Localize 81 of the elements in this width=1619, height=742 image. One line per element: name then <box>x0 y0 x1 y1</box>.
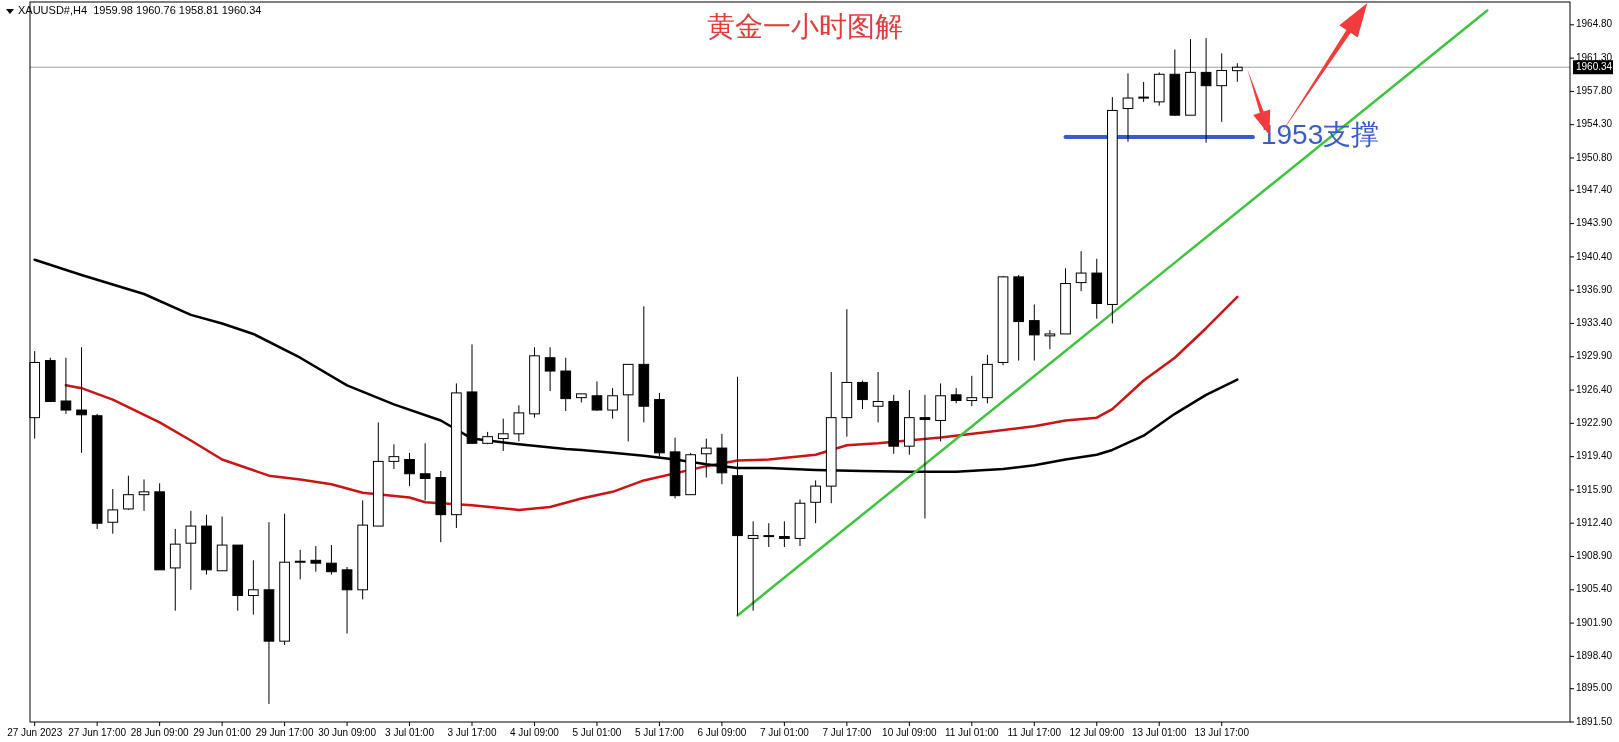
candlestick <box>1028 303 1040 362</box>
x-tick-label: 29 Jun 17:00 <box>255 727 314 738</box>
y-tick-label: 1915.90 <box>1576 483 1613 495</box>
chart-title: 黄金一小时图解 <box>707 11 903 42</box>
y-tick-label: 1919.40 <box>1576 450 1613 462</box>
x-tick-label: 12 Jul 09:00 <box>1069 727 1125 738</box>
y-tick-label: 1898.40 <box>1576 650 1613 662</box>
candlestick <box>248 559 259 616</box>
candlestick <box>419 442 431 501</box>
x-tick-label: 3 Jul 17:00 <box>447 727 497 738</box>
y-tick-label: 1905.40 <box>1576 583 1613 595</box>
candlestick <box>779 520 790 548</box>
x-tick-label: 30 Jun 09:00 <box>318 727 377 738</box>
ref-line-label: 1960.34 <box>1576 60 1613 72</box>
y-tick-label: 1929.90 <box>1576 350 1613 362</box>
candlestick <box>326 544 337 576</box>
x-tick-label: 13 Jul 17:00 <box>1194 727 1250 738</box>
candlestick <box>1231 62 1243 83</box>
candlestick <box>169 528 181 612</box>
x-tick-label: 10 Jul 09:00 <box>882 727 938 738</box>
candlestick <box>497 418 509 452</box>
y-tick-label: 1926.40 <box>1576 383 1613 395</box>
candlestick <box>123 475 134 511</box>
y-tick-label: 1964.80 <box>1576 18 1613 30</box>
y-tick-label: 1895.00 <box>1576 682 1613 694</box>
y-tick-label: 1912.40 <box>1576 516 1613 528</box>
x-tick-label: 6 Jul 09:00 <box>697 727 747 738</box>
x-tick-label: 27 Jun 17:00 <box>68 727 127 738</box>
candlestick <box>747 520 759 612</box>
y-tick-label: 1922.90 <box>1576 416 1613 428</box>
candlestick <box>763 522 775 548</box>
candlestick <box>966 375 978 407</box>
candlestick <box>1044 329 1056 350</box>
candlestick <box>1216 52 1228 123</box>
candlestick <box>138 478 150 512</box>
candlestick <box>185 510 197 591</box>
candlestick <box>1122 72 1134 143</box>
candlestick <box>1200 37 1212 144</box>
candlestick <box>341 566 353 635</box>
y-tick-label: 1891.50 <box>1576 715 1613 727</box>
y-tick-label: 1940.40 <box>1576 250 1613 262</box>
y-tick-label: 1901.90 <box>1576 616 1613 628</box>
y-tick-label: 1936.90 <box>1576 283 1613 295</box>
y-tick-label: 1950.80 <box>1576 151 1613 163</box>
y-tick-label: 1954.30 <box>1576 118 1613 130</box>
y-tick-label: 1961.30 <box>1576 51 1613 63</box>
candlestick <box>544 346 556 392</box>
candlestick <box>607 387 618 420</box>
candlestick <box>810 479 821 524</box>
candlestick <box>310 545 322 573</box>
x-tick-label: 13 Jul 01:00 <box>1131 727 1187 738</box>
candlestick <box>591 381 603 412</box>
y-tick-label: 1947.40 <box>1576 183 1613 195</box>
x-tick-label: 4 Jul 09:00 <box>510 727 560 738</box>
candlestick <box>1075 250 1087 292</box>
x-tick-label: 29 Jun 01:00 <box>193 727 252 738</box>
x-tick-label: 28 Jun 09:00 <box>130 727 189 738</box>
candlestick <box>872 371 884 423</box>
x-tick-label: 7 Jul 17:00 <box>822 727 872 738</box>
candlestick <box>857 380 868 410</box>
candlestick <box>60 357 72 415</box>
y-tick-label: 1957.80 <box>1576 85 1613 97</box>
candlestick <box>107 488 119 535</box>
annotation: XAUUSD#,H4 1959.98 1960.76 1958.81 1960.34 <box>18 4 262 16</box>
line-series <box>64 295 1239 512</box>
candlestick <box>513 404 525 442</box>
x-tick-label: 3 Jul 01:00 <box>385 727 435 738</box>
x-tick-label: 5 Jul 01:00 <box>572 727 622 738</box>
x-tick-label: 11 Jul 01:00 <box>944 727 1000 738</box>
y-tick-label: 1908.90 <box>1576 550 1613 562</box>
x-tick-label: 5 Jul 17:00 <box>634 727 685 738</box>
y-tick-label: 1943.90 <box>1576 217 1613 229</box>
candlestick <box>76 346 87 454</box>
candlestick <box>388 443 400 470</box>
x-tick-label: 7 Jul 01:00 <box>759 727 810 738</box>
candlestick <box>404 452 415 487</box>
candlestick <box>1138 81 1149 103</box>
candlestick <box>294 549 306 580</box>
y-tick-label: 1933.40 <box>1576 317 1613 329</box>
x-tick-label: 27 Jun 2023 <box>7 727 63 738</box>
x-tick-label: 11 Jul 17:00 <box>1007 727 1062 738</box>
